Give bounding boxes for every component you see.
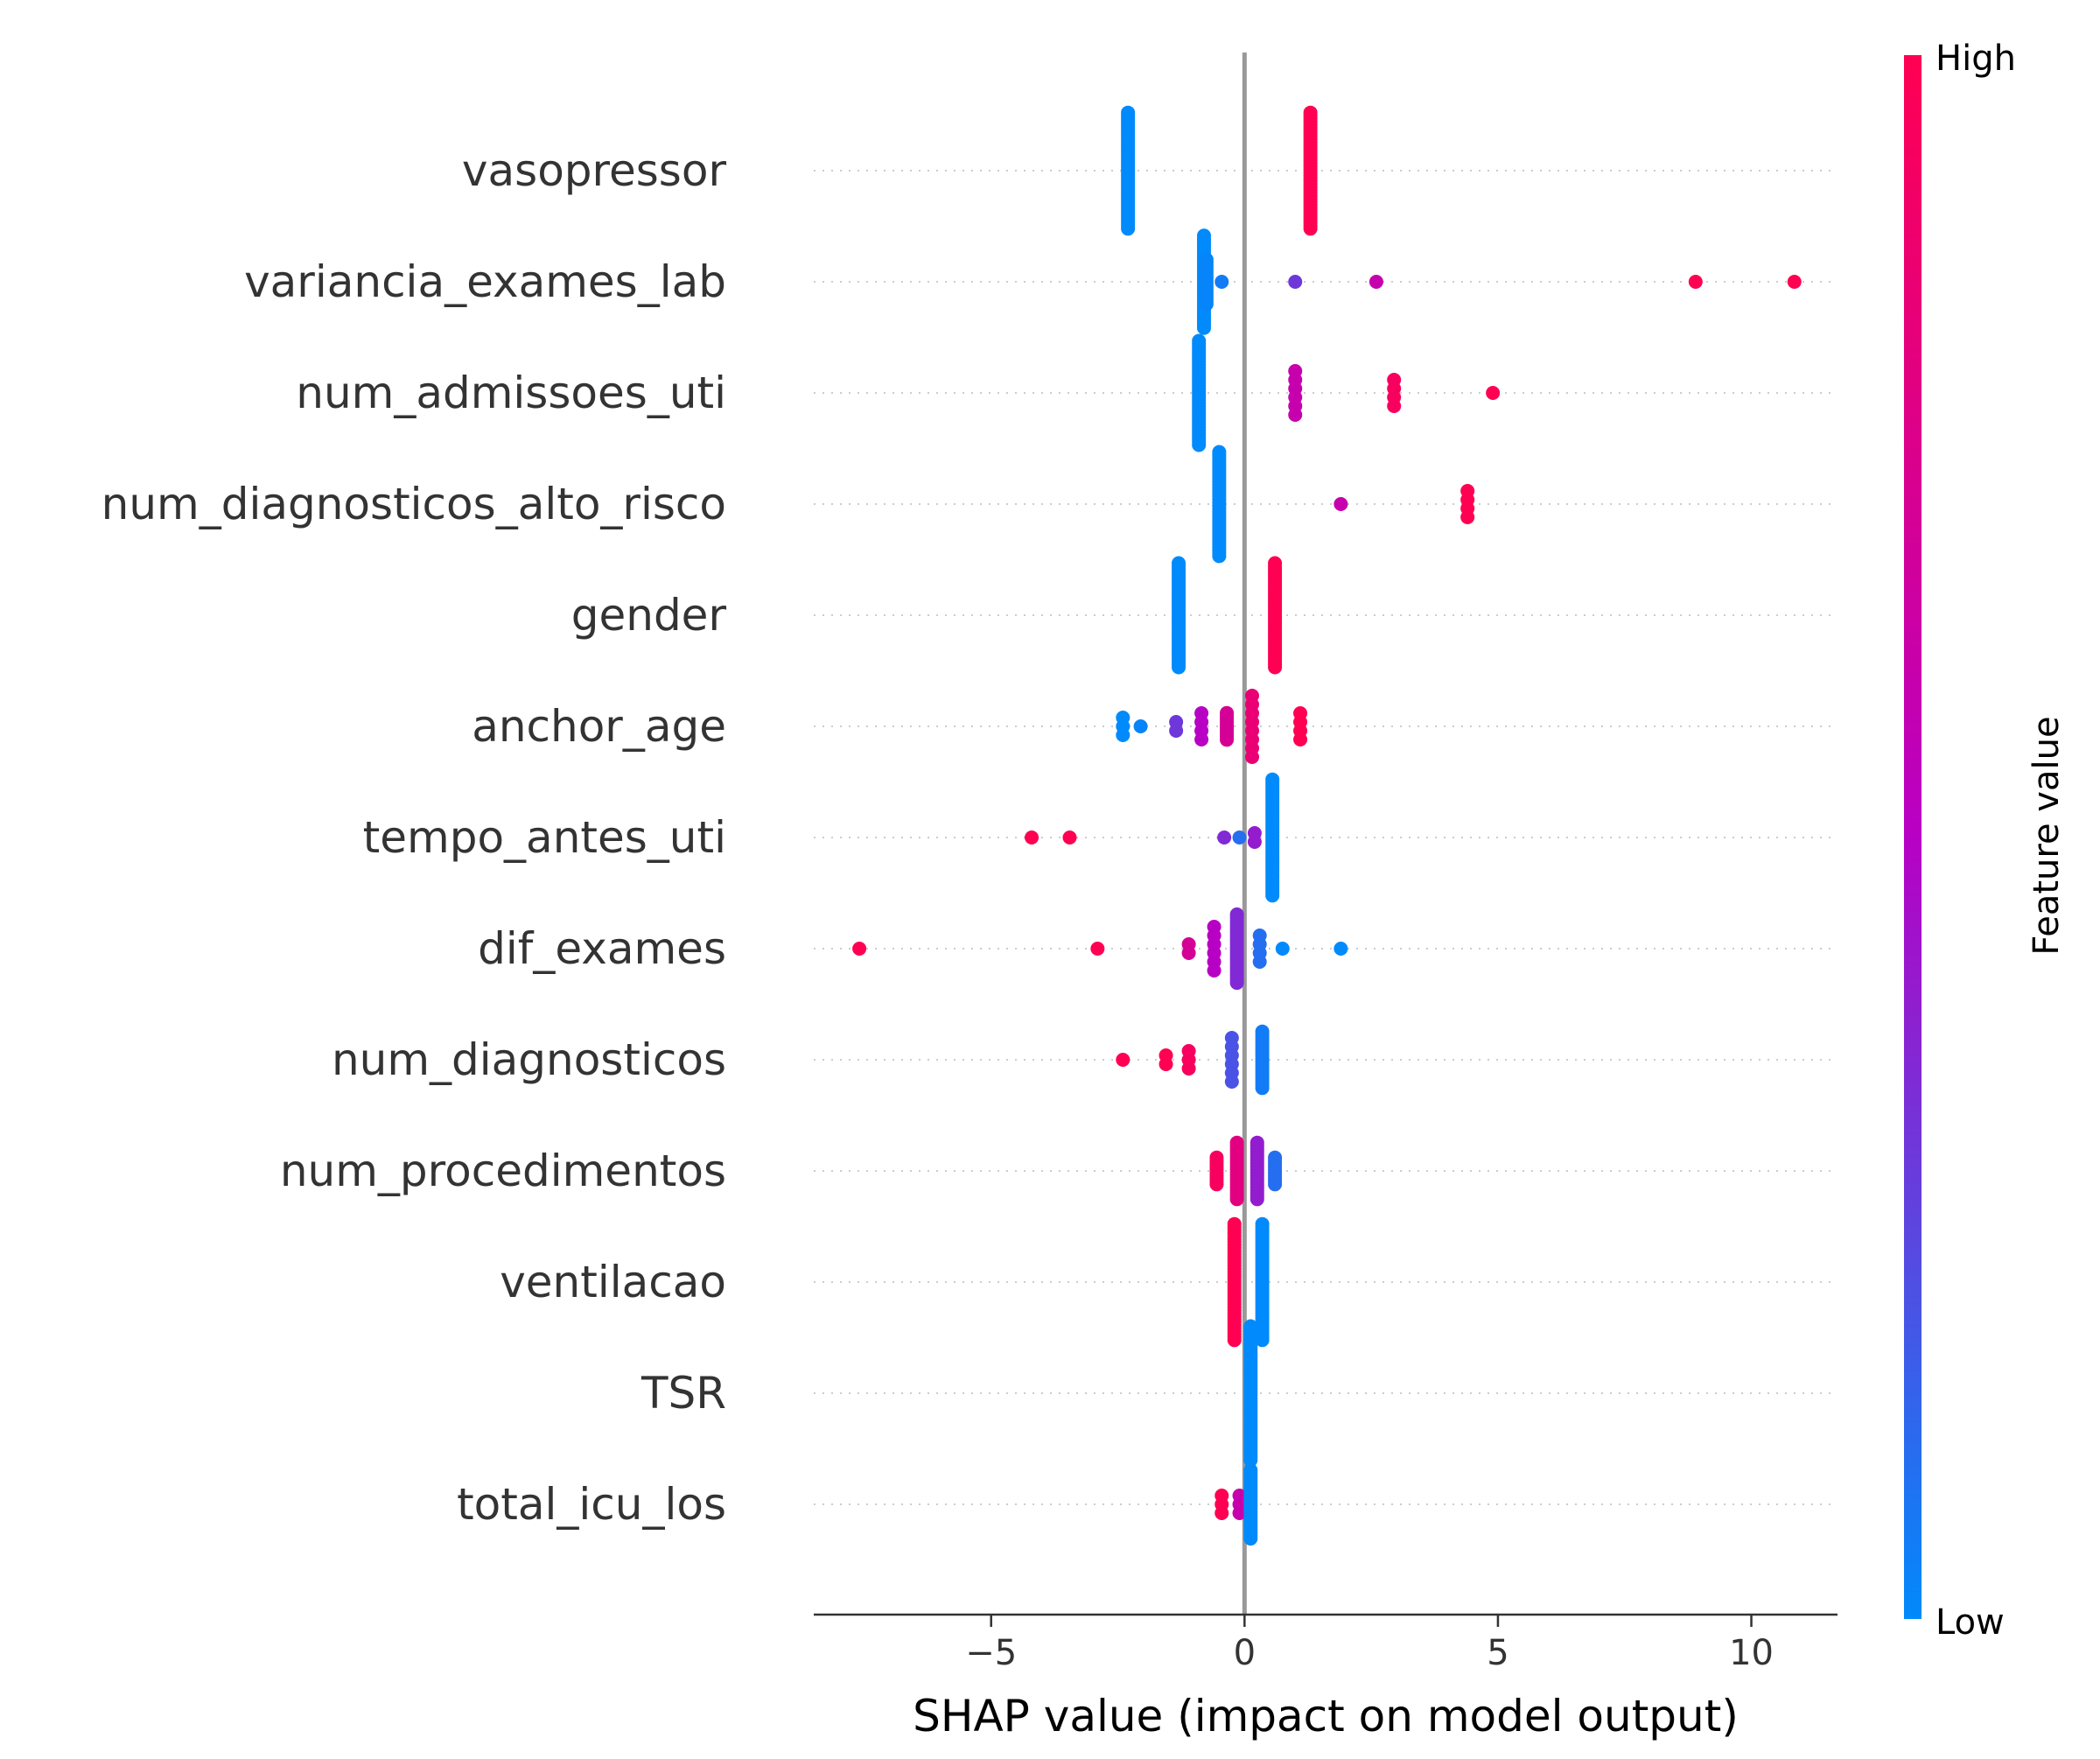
shap-point: [1214, 1506, 1229, 1520]
feature-label: num_admissoes_uti: [296, 368, 726, 418]
shap-point: [1250, 1192, 1264, 1207]
shap-point: [1368, 275, 1383, 289]
shap-point: [1224, 1075, 1239, 1089]
shap-point: [1232, 1506, 1247, 1520]
shap-point: [1209, 1177, 1224, 1192]
shap-point: [1268, 660, 1283, 675]
shap-point: [1232, 830, 1247, 844]
shap-point: [1275, 942, 1290, 956]
shap-point: [1158, 1057, 1173, 1071]
feature-label: variancia_exames_lab: [244, 256, 726, 307]
shap-point: [1288, 408, 1303, 422]
row-gridlines: [814, 170, 1838, 1505]
shap-point: [1062, 830, 1077, 844]
shap-point: [1229, 976, 1244, 991]
shap-point: [1121, 221, 1136, 236]
feature-label: TSR: [640, 1368, 726, 1419]
shap-point: [1334, 942, 1348, 956]
x-axis-title: SHAP value (impact on model output): [913, 1691, 1739, 1741]
data-points: [852, 105, 1802, 1546]
shap-point: [1229, 1192, 1244, 1207]
shap-point: [1207, 964, 1222, 978]
shap-point: [1181, 946, 1196, 960]
shap-point: [1199, 297, 1214, 312]
colorbar-low-label: Low: [1936, 1602, 2005, 1643]
shap-point: [1243, 1531, 1258, 1546]
x-tick-label: 5: [1487, 1633, 1508, 1673]
shap-point: [852, 942, 867, 956]
shap-point: [1265, 888, 1280, 903]
x-tick-label: 10: [1729, 1633, 1774, 1673]
shap-point: [1303, 221, 1318, 236]
shap-point: [1212, 549, 1227, 564]
x-axis: −5 0 5 10: [814, 1613, 1838, 1673]
x-tick-label: 0: [1234, 1633, 1256, 1673]
shap-point: [1025, 830, 1040, 844]
colorbar-high-label: High: [1936, 39, 2016, 79]
feature-label: gender: [571, 590, 727, 641]
shap-point: [1255, 1081, 1270, 1096]
feature-label: tempo_antes_uti: [363, 812, 726, 863]
shap-point: [1252, 955, 1267, 969]
shap-point: [1486, 386, 1501, 400]
shap-point: [1116, 728, 1130, 742]
shap-point: [1268, 1177, 1283, 1192]
feature-label: num_procedimentos: [280, 1146, 726, 1196]
feature-label: total_icu_los: [457, 1479, 726, 1530]
shap-point: [1243, 1453, 1258, 1468]
feature-label: anchor_age: [472, 701, 726, 752]
shap-point: [1460, 510, 1475, 524]
feature-label: dif_exames: [478, 923, 726, 974]
shap-point: [1172, 660, 1186, 675]
shap-point: [1247, 835, 1262, 849]
shap-point: [1090, 942, 1105, 956]
shap-point: [1214, 275, 1229, 289]
shap-point: [1181, 1062, 1196, 1076]
shap-point: [1227, 1333, 1242, 1348]
shap-point: [1133, 719, 1148, 733]
feature-label: vasopressor: [462, 145, 727, 196]
feature-labels: vasopressor variancia_exames_lab num_admis…: [102, 145, 727, 1530]
shap-point: [1688, 275, 1703, 289]
shap-point: [1255, 1333, 1270, 1348]
shap-point: [1220, 732, 1235, 747]
shap-point: [1387, 399, 1402, 413]
x-tick-label: −5: [965, 1633, 1017, 1673]
feature-label: num_diagnosticos: [332, 1034, 726, 1085]
shap-point: [1787, 275, 1802, 289]
shap-point: [1116, 1053, 1130, 1067]
shap-point: [1334, 497, 1348, 511]
shap-point: [1194, 732, 1209, 746]
shap-point: [1196, 320, 1211, 335]
colorbar: High Low Feature value: [1904, 39, 2067, 1643]
feature-label: num_diagnosticos_alto_risco: [102, 479, 726, 529]
shap-point: [1192, 438, 1207, 452]
colorbar-title: Feature value: [2026, 716, 2067, 955]
shap-point: [1217, 830, 1232, 844]
shap-point: [1245, 750, 1260, 764]
feature-label: ventilacao: [500, 1257, 726, 1307]
shap-point: [1293, 732, 1308, 746]
shap-point: [1169, 724, 1184, 738]
shap-point: [1288, 275, 1303, 289]
colorbar-gradient: [1904, 55, 1922, 1619]
